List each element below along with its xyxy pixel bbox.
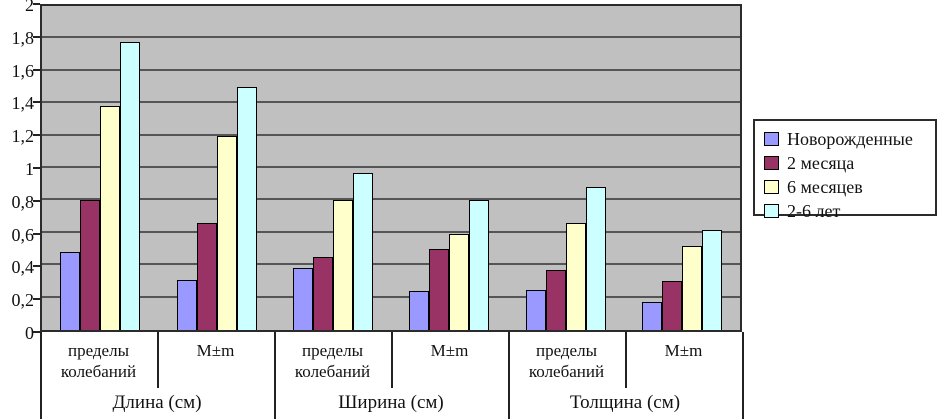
bar-2 месяца-group4 <box>429 249 450 330</box>
bar-Новорожденные-group1 <box>60 252 81 330</box>
x-category-label: Толщина (см) <box>569 392 681 413</box>
bar-Новорожденные-group6 <box>641 302 662 330</box>
category-divider <box>40 332 42 419</box>
y-tick-mark <box>33 35 40 38</box>
y-tick-mark <box>33 101 40 104</box>
bar-2 месяца-group1 <box>80 200 101 330</box>
y-tick-mark <box>33 298 40 301</box>
legend-item: 6 месяцев <box>764 175 935 199</box>
bar-2-6 лет-group5 <box>585 187 606 330</box>
y-tick-mark <box>33 3 40 5</box>
bar-2 месяца-group2 <box>196 223 217 330</box>
gridline <box>42 166 740 168</box>
y-tick-mark <box>33 232 40 235</box>
bar-Новорожденные-group2 <box>176 279 197 330</box>
legend-color-swatch <box>764 180 779 194</box>
legend-color-swatch <box>764 132 779 146</box>
y-tick-label: 0,4 <box>11 257 35 278</box>
bar-2-6 лет-group4 <box>469 200 490 330</box>
x-subgroup-label: пределы колебаний <box>60 341 137 381</box>
bar-6 месяцев-group5 <box>565 223 586 330</box>
category-divider <box>508 332 510 419</box>
bar-6 месяцев-group2 <box>216 135 237 330</box>
y-tick-label: 1,6 <box>11 60 35 81</box>
bar-2 месяца-group3 <box>312 257 333 330</box>
y-tick-mark <box>33 331 40 333</box>
bar-Новорожденные-group3 <box>292 268 313 330</box>
y-tick-mark <box>33 199 40 202</box>
y-tick-label: 1,8 <box>11 27 35 48</box>
y-tick-label: 2 <box>25 0 34 15</box>
plot-area <box>40 4 742 332</box>
y-tick-mark <box>33 134 40 137</box>
x-subgroup-label: пределы колебаний <box>294 341 371 381</box>
subgroup-divider <box>157 332 159 388</box>
legend: Новорожденные 2 месяца 6 месяцев 2-6 лет <box>753 119 937 221</box>
bar-2-6 лет-group1 <box>120 41 141 330</box>
bar-2-6 лет-group2 <box>236 87 257 330</box>
bar-6 месяцев-group4 <box>449 234 470 330</box>
bar-Новорожденные-group5 <box>525 289 546 330</box>
gridline <box>42 36 740 39</box>
subgroup-divider <box>625 332 627 388</box>
legend-label: Новорожденные <box>787 129 913 149</box>
bar-2-6 лет-group6 <box>701 229 722 330</box>
y-tick-label: 0 <box>25 323 34 343</box>
bar-2 месяца-group5 <box>545 270 566 330</box>
y-tick-mark <box>33 68 40 71</box>
x-subgroup-label: пределы колебаний <box>528 341 605 381</box>
bar-6 месяцев-group6 <box>681 245 702 330</box>
y-tick-mark <box>33 167 40 169</box>
category-divider <box>742 332 744 419</box>
gridline <box>42 263 740 266</box>
legend-color-swatch <box>764 204 779 218</box>
gridline <box>42 295 740 298</box>
gridline <box>42 230 740 233</box>
x-subgroup-label: M±m <box>430 341 469 360</box>
legend-item: 2-6 лет <box>764 199 935 223</box>
legend-label: 2 месяца <box>787 153 855 173</box>
bar-2 месяца-group6 <box>661 281 682 330</box>
legend-label: 6 месяцев <box>787 177 863 197</box>
x-subgroup-label: M±m <box>664 341 703 360</box>
y-tick-label: 1 <box>25 159 34 179</box>
bar-6 месяцев-group3 <box>332 200 353 330</box>
legend-item: Новорожденные <box>764 127 935 151</box>
x-subgroup-label: M±m <box>196 341 235 360</box>
bar-2-6 лет-group3 <box>352 172 373 330</box>
legend-item: 2 месяца <box>764 151 935 175</box>
gridline <box>42 198 740 201</box>
y-tick-label: 0,6 <box>11 224 35 245</box>
y-tick-label: 0,2 <box>11 290 35 311</box>
legend-color-swatch <box>764 156 779 170</box>
y-tick-label: 0,8 <box>11 191 35 212</box>
x-category-label: Длина (см) <box>112 392 202 413</box>
gridline <box>42 101 740 104</box>
subgroup-divider <box>391 332 393 388</box>
legend-label: 2-6 лет <box>787 201 841 221</box>
gridline <box>42 68 740 71</box>
y-tick-label: 1,4 <box>11 93 35 114</box>
gridline <box>42 133 740 136</box>
y-tick-label: 1,2 <box>11 126 35 147</box>
category-divider <box>274 332 276 419</box>
bar-6 месяцев-group1 <box>100 106 121 330</box>
bar-Новорожденные-group4 <box>409 291 430 330</box>
x-category-label: Ширина (см) <box>338 392 444 413</box>
y-tick-mark <box>33 265 40 268</box>
